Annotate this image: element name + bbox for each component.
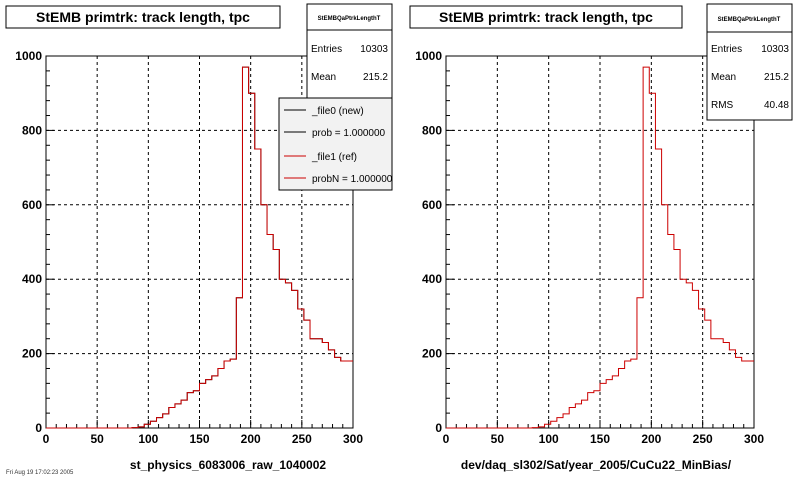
left-x-axis-label: st_physics_6083006_raw_1040002 xyxy=(130,458,326,472)
y-tick-label: 200 xyxy=(422,347,442,361)
right-stats-rms-value: 40.48 xyxy=(764,100,789,111)
right-stats-entries-value: 10303 xyxy=(761,44,789,55)
right-stats-rms-label: RMS xyxy=(711,100,734,111)
x-tick-label: 200 xyxy=(241,432,261,446)
y-tick-label: 1000 xyxy=(15,49,42,63)
x-tick-label: 0 xyxy=(43,432,50,446)
right-title-box xyxy=(409,5,683,29)
left-chart-panel: StEMB primtrk: track length, tpc 0 50 100 1… xyxy=(5,3,393,472)
y-tick-label: 800 xyxy=(22,123,42,137)
right-chart-panel: StEMB primtrk: track length, tpc 0 50 100 1… xyxy=(409,3,793,472)
left-stats-mean-label: Mean xyxy=(311,72,336,83)
x-tick-label: 100 xyxy=(138,432,158,446)
x-tick-label: 100 xyxy=(539,432,559,446)
right-stats-mean-value: 215.2 xyxy=(764,72,789,83)
legend-entry-new: _file0 (new) xyxy=(311,106,364,117)
x-tick-label: 300 xyxy=(343,432,363,446)
legend-entry-ref: _file1 (ref) xyxy=(311,152,357,163)
histogram-series-1 xyxy=(46,66,353,429)
x-tick-label: 250 xyxy=(693,432,713,446)
x-tick-label: 250 xyxy=(292,432,312,446)
left-chart-title: StEMB primtrk: track length, tpc xyxy=(36,9,250,25)
x-tick-label: 200 xyxy=(641,432,661,446)
right-x-axis-label: dev/daq_sl302/Sat/year_2005/CuCu22_MinBi… xyxy=(461,458,732,472)
right-stats-box: StEMBQaPtrkLengthT Entries 10303 Mean 21… xyxy=(706,3,793,121)
left-stats-box: StEMBQaPtrkLengthT Entries 10303 Mean 21… xyxy=(306,3,393,107)
right-stats-mean-label: Mean xyxy=(711,72,736,83)
right-plot-area: 0 50 100 150 200 250 300 0 200 400 600 800 1000 xyxy=(415,49,764,446)
histogram-series-0 xyxy=(446,66,754,429)
y-tick-label: 600 xyxy=(422,198,442,212)
left-stats-entries-label: Entries xyxy=(311,44,342,55)
left-stats-name: StEMBQaPtrkLengthT xyxy=(318,16,381,22)
y-tick-label: 200 xyxy=(22,347,42,361)
y-tick-label: 400 xyxy=(422,272,442,286)
y-tick-label: 800 xyxy=(422,123,442,137)
x-tick-label: 0 xyxy=(443,432,450,446)
y-tick-label: 0 xyxy=(35,421,42,435)
left-title-box xyxy=(5,5,281,29)
y-tick-label: 600 xyxy=(22,198,42,212)
right-stats-name: StEMBQaPtrkLengthT xyxy=(718,17,781,23)
legend-entry-probn: probN = 1.000000 xyxy=(312,174,393,185)
right-chart-title: StEMB primtrk: track length, tpc xyxy=(439,9,653,25)
footer-timestamp: Fri Aug 19 17:02:23 2005 xyxy=(6,470,74,476)
y-tick-label: 1000 xyxy=(415,49,442,63)
x-tick-label: 300 xyxy=(744,432,764,446)
x-tick-label: 50 xyxy=(491,432,505,446)
left-legend: _file0 (new) prob = 1.000000 _file1 (ref… xyxy=(278,97,393,191)
y-tick-label: 400 xyxy=(22,272,42,286)
x-tick-label: 150 xyxy=(189,432,209,446)
legend-entry-prob: prob = 1.000000 xyxy=(312,128,386,139)
left-stats-mean-value: 215.2 xyxy=(363,72,388,83)
left-stats-entries-value: 10303 xyxy=(360,44,388,55)
x-tick-label: 50 xyxy=(90,432,104,446)
right-stats-entries-label: Entries xyxy=(711,44,742,55)
x-tick-label: 150 xyxy=(590,432,610,446)
y-tick-label: 0 xyxy=(435,421,442,435)
